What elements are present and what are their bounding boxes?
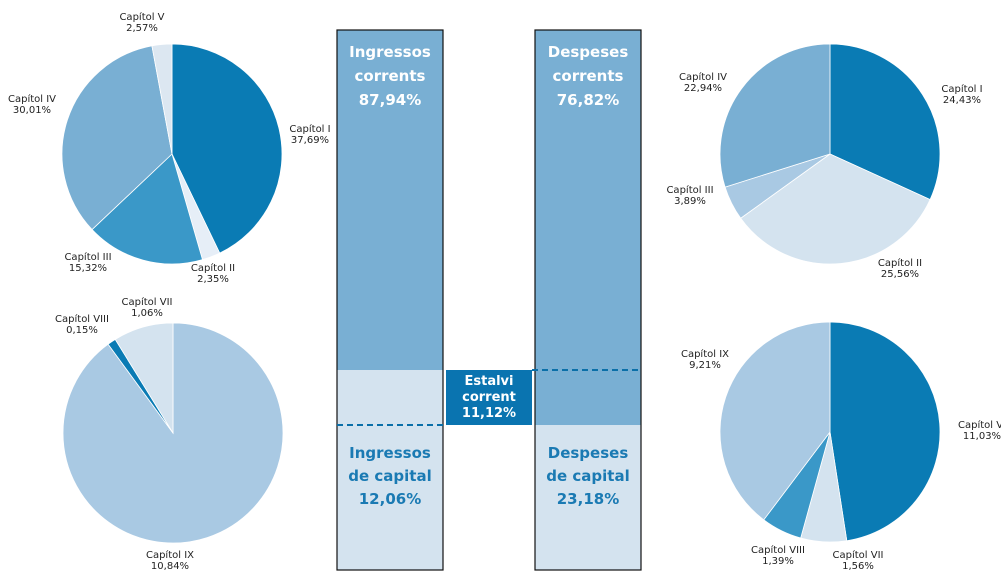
label: corrents: [553, 67, 624, 85]
label: Despeses: [548, 444, 629, 462]
bar-border: [336, 29, 444, 571]
slice-label: Capítol IX: [681, 348, 729, 360]
slice-label: Capítol II: [878, 257, 922, 269]
pie-slice: [829, 321, 941, 542]
label: Ingressos: [349, 444, 431, 462]
slice-value: 9,21%: [689, 360, 721, 371]
slice-label: Capítol I: [941, 83, 982, 95]
slice-label: Capítol VII: [122, 296, 173, 308]
pie-slice: [719, 321, 831, 521]
label: Despeses: [548, 43, 629, 61]
pie-slice: [91, 153, 203, 265]
slice-value: 3,89%: [674, 196, 706, 207]
pie-slice: [151, 43, 173, 155]
slice-value: 22,94%: [684, 83, 722, 94]
label: Ingressos: [349, 43, 431, 61]
slice-label: Capítol IV: [8, 93, 56, 105]
slice-label: Capítol III: [64, 251, 111, 263]
pie-slice: [114, 322, 174, 435]
slice-label: Capítol IX: [146, 549, 194, 561]
slice-value: 11,03%: [963, 431, 1001, 442]
savings-box: [446, 370, 532, 425]
slice-value: 15,32%: [69, 263, 107, 274]
slice-label: Capítol III: [666, 184, 713, 196]
slice-value: 25,56%: [881, 269, 919, 280]
label: 23,18%: [557, 490, 619, 508]
label: 76,82%: [557, 91, 619, 109]
slice-label: Capítol I: [289, 123, 330, 135]
slice-value: 24,43%: [943, 95, 981, 106]
bar-segment: [337, 30, 443, 370]
slice-value: 1,56%: [842, 561, 874, 572]
slice-value: 10,84%: [151, 561, 189, 572]
pie-slice: [829, 43, 941, 201]
bar-border: [534, 29, 642, 571]
slice-value: 2,57%: [126, 23, 158, 34]
label: de capital: [546, 467, 629, 485]
bar-segment: [535, 30, 641, 425]
slice-value: 2,35%: [197, 274, 229, 285]
label: corrent: [462, 390, 516, 405]
slice-value: 1,06%: [131, 308, 163, 319]
label: de capital: [348, 467, 431, 485]
bar-segment: [535, 425, 641, 570]
label: Estalvi: [465, 374, 514, 389]
label: 12,06%: [359, 490, 421, 508]
slice-label: Capítol IV: [679, 71, 727, 83]
slice-label: Capítol VII: [833, 549, 884, 561]
slice-label: Capítol VIII: [751, 544, 805, 556]
pie-slice: [171, 43, 283, 254]
slice-value: 1,39%: [762, 556, 794, 567]
bar-segment: [337, 370, 443, 570]
slice-value: 30,01%: [13, 105, 51, 116]
slice-label: Capítol II: [191, 262, 235, 274]
flow-diagram: Ingressos corrents 87,94% Ingressos de c…: [336, 29, 642, 571]
slice-value: 0,15%: [66, 325, 98, 336]
label: corrents: [355, 67, 426, 85]
slice-label: Capítol VIII: [55, 313, 109, 325]
slice-label: Capítol V: [119, 11, 164, 23]
label: 11,12%: [462, 406, 516, 421]
label: 87,94%: [359, 91, 421, 109]
pie-slice: [719, 43, 831, 188]
pie-slice: [61, 45, 173, 231]
slice-label: Capítol VI: [958, 419, 1001, 431]
slice-value: 37,69%: [291, 135, 329, 146]
pie-slice: [740, 153, 931, 265]
